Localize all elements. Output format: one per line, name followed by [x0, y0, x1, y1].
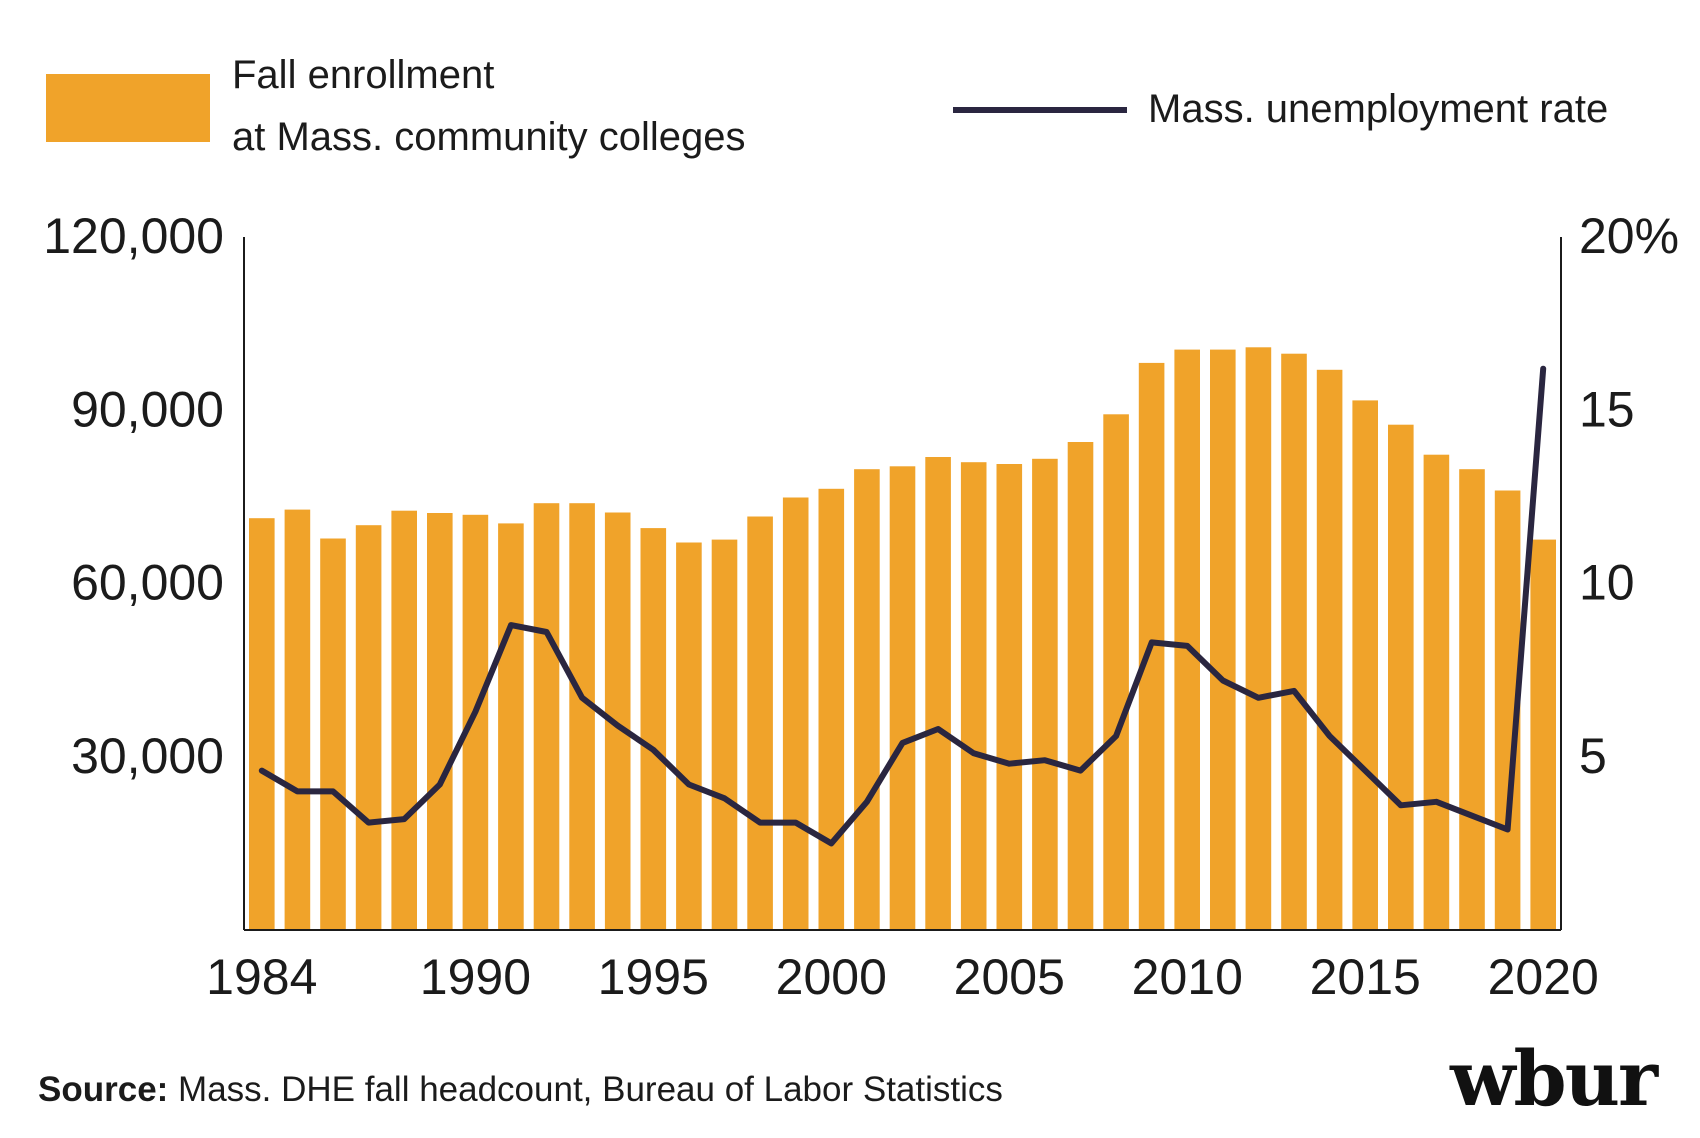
enrollment-bar-1998	[747, 516, 773, 930]
enrollment-bar-2000	[818, 488, 845, 930]
enrollment-bar-2004	[960, 462, 987, 930]
enrollment-bar-1987	[355, 525, 382, 930]
enrollment-bar-2005	[996, 464, 1023, 930]
enrollment-bar-2011	[1210, 349, 1236, 931]
x-tick-label: 1990	[420, 949, 531, 1005]
y-right-tick-label: 5	[1579, 728, 1607, 784]
enrollment-bar-1999	[782, 497, 809, 930]
unemployment-line	[258, 365, 1547, 847]
x-tick-label: 1995	[598, 949, 709, 1005]
legend-swatch-enrollment	[46, 74, 210, 142]
enrollment-bar-1990	[462, 514, 489, 930]
enrollment-bar-1984	[249, 518, 275, 930]
enrollment-bar-2002	[889, 466, 916, 930]
enrollment-bar-2020	[1530, 539, 1556, 930]
legend-label-enrollment-line2: at Mass. community colleges	[232, 115, 746, 159]
enrollment-bar-1989	[427, 513, 453, 930]
enrollment-bar-1991	[498, 523, 524, 930]
legend-label-enrollment: Fall enrollment at Mass. community colle…	[232, 44, 746, 168]
enrollment-bar-1985	[284, 509, 311, 930]
legend-label-enrollment-line1: Fall enrollment	[232, 53, 495, 97]
source-text: Mass. DHE fall headcount, Bureau of Labo…	[168, 1070, 1003, 1109]
x-tick-label: 2000	[776, 949, 887, 1005]
x-tick-label: 2015	[1310, 949, 1421, 1005]
enrollment-bar-1988	[391, 510, 417, 930]
y-left-tick-label: 120,000	[43, 208, 224, 264]
source-note: Source: Mass. DHE fall headcount, Bureau…	[38, 1070, 1003, 1110]
y-right-tick-label: 10	[1579, 555, 1635, 611]
enrollment-bar-2017	[1423, 454, 1450, 930]
enrollment-bar-2012	[1245, 347, 1272, 930]
y-left-tick-label: 90,000	[71, 381, 224, 437]
enrollment-bar-1986	[320, 538, 346, 930]
enrollment-bar-2007	[1067, 442, 1094, 930]
enrollment-bar-1995	[640, 528, 667, 930]
enrollment-bar-2013	[1281, 353, 1307, 930]
enrollment-bar-1996	[676, 542, 702, 930]
enrollment-bar-1993	[569, 503, 595, 930]
enrollment-bar-2010	[1174, 349, 1200, 931]
legend-swatch-unemployment	[953, 107, 1127, 113]
y-left-tick-label: 30,000	[71, 728, 224, 784]
y-right-tick-label: 15	[1579, 381, 1635, 437]
x-tick-label: 1984	[206, 949, 317, 1005]
wbur-logo: wbur	[1450, 1034, 1658, 1123]
enrollment-bar-2018	[1459, 469, 1485, 930]
enrollment-bar-1997	[711, 539, 738, 930]
enrollment-bar-2008	[1103, 414, 1129, 930]
source-label: Source:	[38, 1070, 169, 1109]
enrollment-bar-2015	[1352, 400, 1378, 930]
enrollment-bar-1992	[533, 503, 560, 930]
y-right-tick-label: 20%	[1579, 208, 1679, 264]
y-left-tick-label: 60,000	[71, 555, 224, 611]
enrollment-bar-2006	[1032, 458, 1058, 930]
x-tick-label: 2005	[954, 949, 1065, 1005]
enrollment-bar-2003	[925, 457, 951, 930]
enrollment-bar-2001	[854, 469, 880, 930]
x-tick-label: 2020	[1488, 949, 1599, 1005]
enrollment-bar-2016	[1388, 424, 1414, 930]
enrollment-bar-2014	[1316, 369, 1343, 930]
x-tick-label: 2010	[1132, 949, 1243, 1005]
legend-label-unemployment: Mass. unemployment rate	[1148, 87, 1609, 131]
